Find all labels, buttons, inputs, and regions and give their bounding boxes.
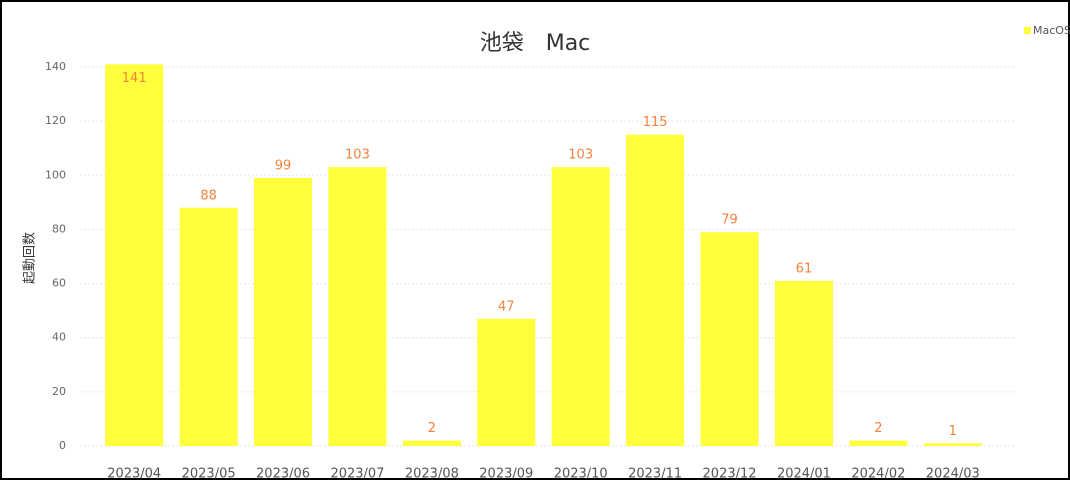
data-label: 141	[122, 71, 147, 86]
y-tick-label: 40	[52, 331, 66, 344]
bar	[551, 167, 610, 446]
bar	[179, 207, 238, 446]
data-label: 99	[275, 158, 292, 173]
data-label: 88	[200, 188, 217, 203]
data-label: 2	[874, 421, 882, 436]
y-tick-label: 20	[52, 385, 66, 398]
bar	[700, 232, 759, 446]
legend-swatch	[1024, 27, 1031, 34]
x-tick-label: 2024/01	[777, 467, 831, 480]
y-tick-label: 120	[45, 114, 66, 127]
data-label: 61	[796, 261, 813, 276]
x-tick-label: 2023/09	[479, 467, 533, 480]
y-axis-label: 起動回数	[23, 232, 38, 284]
x-tick-label: 2023/07	[330, 467, 384, 480]
y-tick-label: 60	[52, 277, 66, 290]
bar	[402, 440, 461, 446]
bar	[254, 177, 313, 446]
y-tick-label: 0	[59, 439, 66, 452]
y-tick-label: 100	[45, 168, 66, 181]
x-tick-label: 2024/03	[926, 467, 980, 480]
bar	[849, 440, 908, 446]
x-tick-label: 2024/02	[851, 467, 905, 480]
data-label: 1	[949, 424, 957, 439]
x-tick-label: 2023/05	[182, 467, 236, 480]
data-label: 103	[345, 148, 370, 163]
x-tick-label: 2023/10	[554, 467, 608, 480]
data-label: 2	[428, 421, 436, 436]
x-tick-label: 2023/11	[628, 467, 682, 480]
x-tick-label: 2023/06	[256, 467, 310, 480]
bar	[328, 167, 387, 446]
bar	[774, 280, 833, 446]
bar	[923, 443, 982, 446]
x-tick-label: 2023/08	[405, 467, 459, 480]
legend-label: MacOS	[1033, 24, 1070, 37]
data-label: 103	[568, 148, 593, 163]
data-label: 47	[498, 299, 515, 314]
chart-title: 池袋 Mac	[480, 31, 591, 56]
x-tick-label: 2023/04	[107, 467, 161, 480]
bar	[105, 64, 164, 447]
bar	[477, 318, 536, 446]
data-label: 79	[721, 213, 738, 228]
y-tick-label: 140	[45, 60, 66, 73]
bar	[626, 134, 685, 446]
x-tick-label: 2023/12	[703, 467, 757, 480]
data-label: 115	[643, 115, 668, 130]
y-tick-label: 80	[52, 222, 66, 235]
